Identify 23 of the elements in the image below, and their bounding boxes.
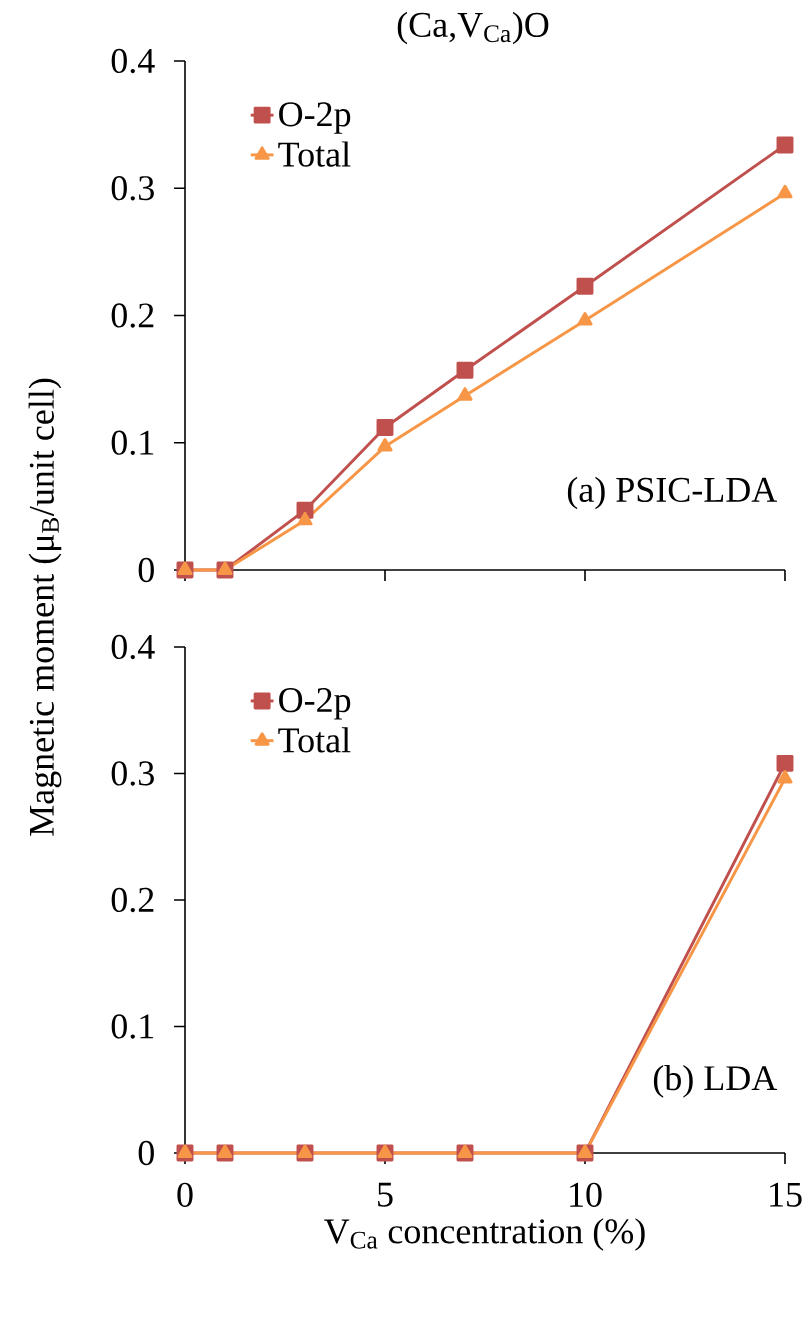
x-tick-label: 0 (177, 1182, 193, 1207)
x-tick-label: 5 (378, 1182, 393, 1207)
y-tick-label: 0.1 (111, 430, 154, 455)
x-tick-label: 10 (570, 1182, 602, 1207)
x-tick-label: 15 (770, 1182, 802, 1207)
y-tick-label: 0.4 (111, 48, 155, 74)
legend-label: Total (278, 141, 351, 167)
y-axis-title: Magnetic moment (μ$_{B}$/unit cell) (28, 378, 62, 836)
x-axis-title: V$_{Ca}$ concentration (%) (324, 1218, 645, 1251)
y-tick-label: 0.3 (111, 761, 154, 786)
y-tick-label: 0.2 (111, 303, 154, 328)
y-tick-label: 0 (138, 557, 154, 583)
y-tick-label: 0.2 (111, 887, 154, 913)
y-tick-label: 0.4 (111, 634, 155, 660)
annotation: (b) LDA (653, 1065, 778, 1098)
legend-label: Total (278, 727, 351, 753)
annotation: (a) PSIC-LDA (567, 476, 778, 510)
legend-label: O-2p (279, 102, 351, 134)
chart-title: (Ca,V$_{Ca}$)O (397, 11, 549, 45)
y-tick-label: 0.1 (111, 1014, 154, 1039)
legend-label: O-2p (279, 688, 351, 720)
y-tick-label: 0.3 (111, 176, 154, 201)
y-tick-label: 0 (138, 1140, 154, 1166)
